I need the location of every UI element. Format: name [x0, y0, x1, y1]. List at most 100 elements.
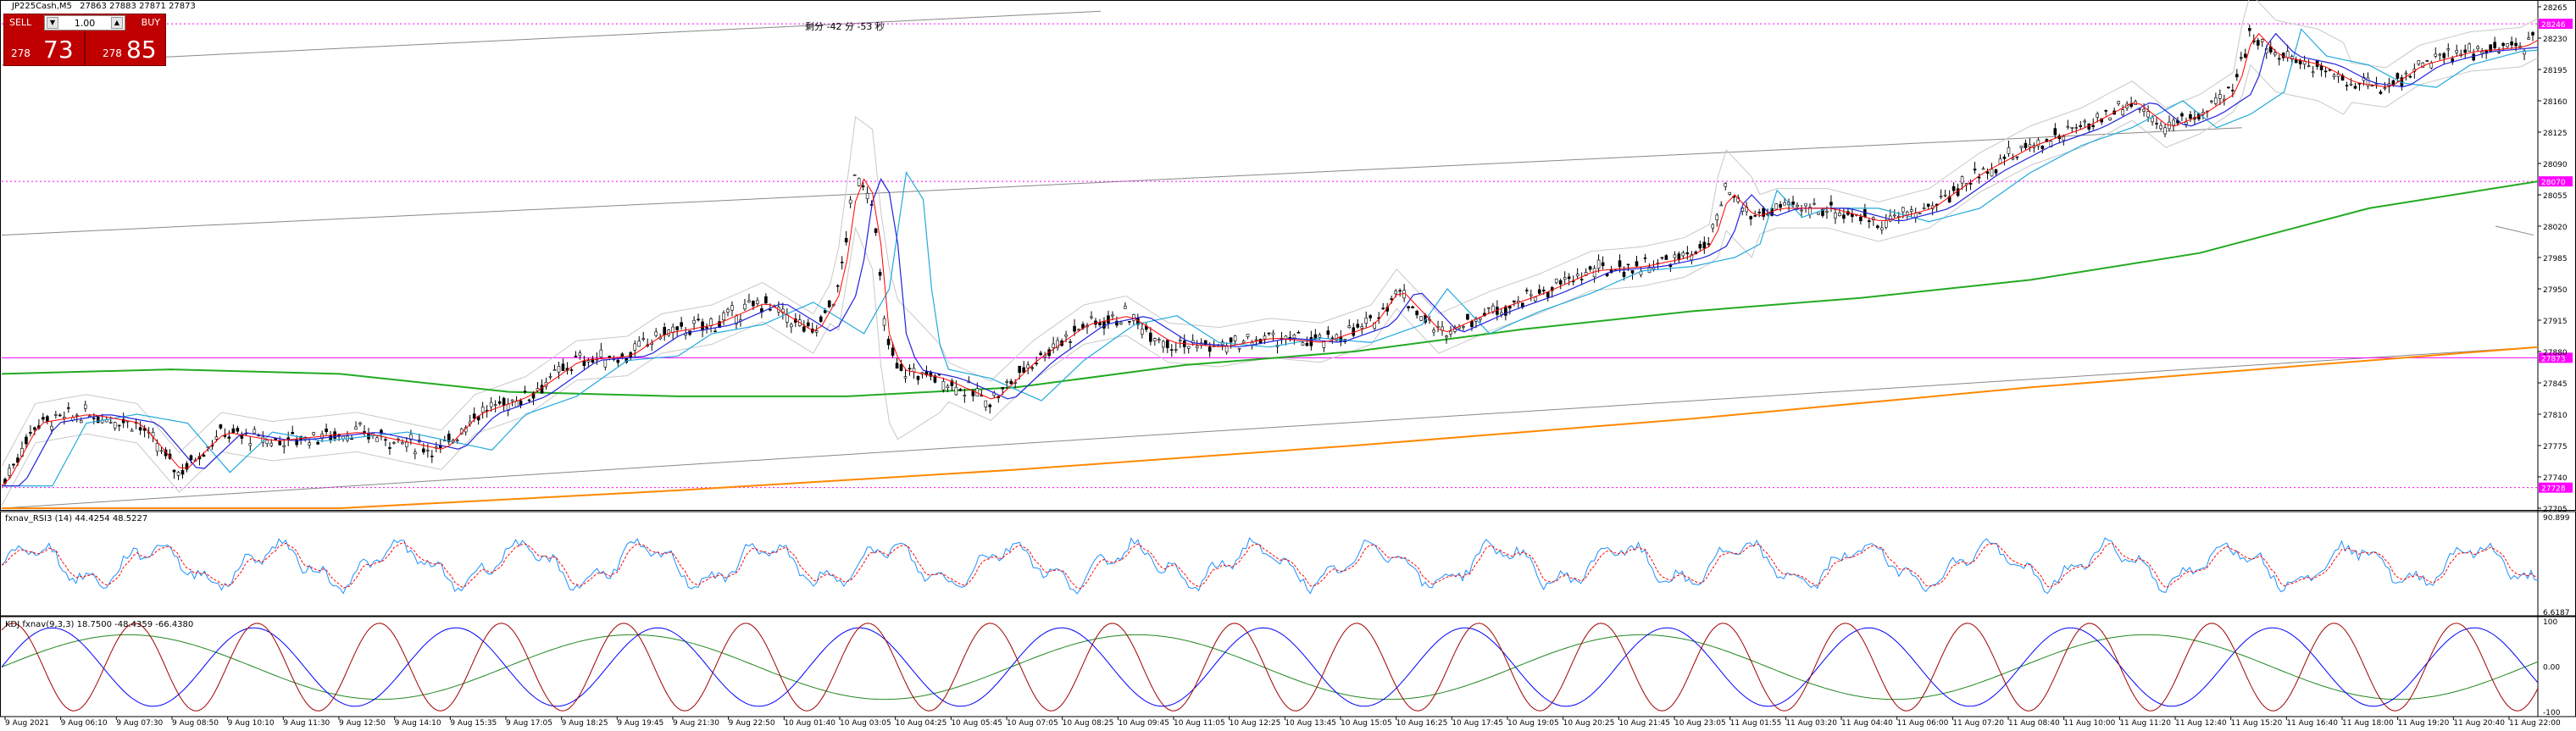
time-axis-label: 9 Aug 17:05 [506, 719, 552, 728]
candle-body [840, 262, 844, 263]
volume-field[interactable]: ▼ 1.00 ▲ [44, 15, 125, 30]
price-level-label: 28246 [2541, 21, 2566, 30]
candle-body [886, 339, 891, 346]
candle-body [950, 380, 954, 386]
bollinger-upper-band [1, 0, 2539, 467]
candle-body [2151, 117, 2154, 123]
candle-body [202, 454, 206, 457]
candle-body [2100, 118, 2104, 123]
candle-body [1487, 307, 1491, 309]
candle-body [654, 331, 658, 336]
candle-body [1263, 335, 1267, 340]
candle-body [2463, 49, 2468, 53]
candle-body [1838, 213, 1841, 217]
candle-body [1479, 318, 1482, 320]
candle-body [1364, 318, 1368, 324]
candle-body [1951, 186, 1956, 191]
candle-body [971, 390, 975, 396]
candle-body [1719, 204, 1724, 207]
candle-body [1800, 209, 1803, 212]
candle-body [865, 192, 869, 199]
candle-body [2163, 127, 2167, 135]
candle-body [1141, 329, 1144, 335]
sell-price-big: 73 [43, 36, 74, 64]
sell-label: SELL [9, 17, 32, 28]
candle-body [1622, 271, 1626, 277]
ma-long-green-line [1, 180, 2539, 397]
candle-body [709, 318, 713, 327]
candle-body [2019, 146, 2024, 148]
candle-body [2172, 119, 2175, 126]
time-axis-label: 10 Aug 19:05 [1507, 719, 1559, 728]
candle-body [2218, 94, 2222, 99]
candle-body [1926, 203, 1930, 207]
candle-body [58, 414, 62, 417]
candle-body [852, 174, 857, 176]
candle-body [552, 369, 557, 371]
volume-value[interactable]: 1.00 [74, 18, 96, 29]
candle-body [185, 462, 189, 470]
candle-body [172, 469, 176, 473]
candle-body [874, 228, 878, 233]
candle-body [2319, 65, 2323, 70]
candle-body [933, 375, 937, 383]
candle-body [1394, 291, 1397, 295]
candle-body [2096, 114, 2100, 118]
candle-body [823, 310, 827, 313]
candle-body [414, 451, 417, 455]
candle-body [214, 436, 219, 440]
candle-body [1124, 306, 1127, 309]
time-axis-label: 10 Aug 09:45 [1118, 719, 1169, 728]
time-axis-label: 10 Aug 05:45 [951, 719, 1002, 728]
candle-body [2231, 90, 2235, 91]
candle-body [1711, 224, 1715, 229]
candle-body [130, 429, 134, 432]
candle-body [1271, 332, 1275, 335]
price-tick-label: 27880 [2543, 349, 2568, 357]
volume-increase-button[interactable]: ▲ [111, 17, 123, 29]
candle-body [1892, 214, 1896, 217]
candle-body [219, 424, 223, 429]
candle-body [2285, 51, 2290, 58]
candle-body [63, 417, 66, 419]
time-axis-label: 9 Aug 11:30 [283, 719, 330, 728]
price-level-badge [2539, 19, 2573, 30]
volume-decrease-button[interactable]: ▼ [47, 17, 58, 29]
candle-body [713, 330, 717, 333]
candle-body [1724, 183, 1728, 187]
candle-body [1445, 335, 1448, 338]
candle-body [50, 425, 53, 430]
candle-body [1267, 332, 1271, 335]
candle-body [2472, 53, 2475, 61]
candle-body [1685, 252, 1690, 255]
candle-body [2307, 65, 2311, 68]
candle-body [1901, 207, 1905, 213]
ma-mid-blue-line [2, 32, 2539, 487]
candle-body [2138, 108, 2141, 110]
price-tick-label: 27950 [2543, 286, 2568, 295]
candle-body [599, 349, 603, 357]
price-level-label: 27873 [2541, 355, 2566, 363]
candle-body [1500, 312, 1503, 315]
candle-body [2189, 114, 2192, 119]
candle-body [1681, 252, 1685, 257]
time-axis-label: 11 Aug 18:00 [2342, 719, 2394, 728]
time-axis-label: 9 Aug 14:10 [395, 719, 441, 728]
candle-body [988, 404, 992, 407]
candle-body [2468, 43, 2471, 52]
kdj-tick-label: 100 [2543, 618, 2557, 627]
candle-body [67, 407, 70, 409]
candle-body [574, 356, 578, 357]
candle-body [895, 363, 899, 369]
candle-body [2489, 44, 2492, 52]
candle-body [946, 385, 950, 388]
candle-body [1229, 337, 1233, 343]
candle-body [1368, 315, 1373, 318]
candle-body [2091, 125, 2096, 127]
candle-body [1246, 334, 1250, 337]
candle-body [2501, 42, 2505, 47]
candle-body [113, 422, 117, 429]
candle-body [2446, 48, 2451, 51]
candle-body [722, 313, 725, 321]
